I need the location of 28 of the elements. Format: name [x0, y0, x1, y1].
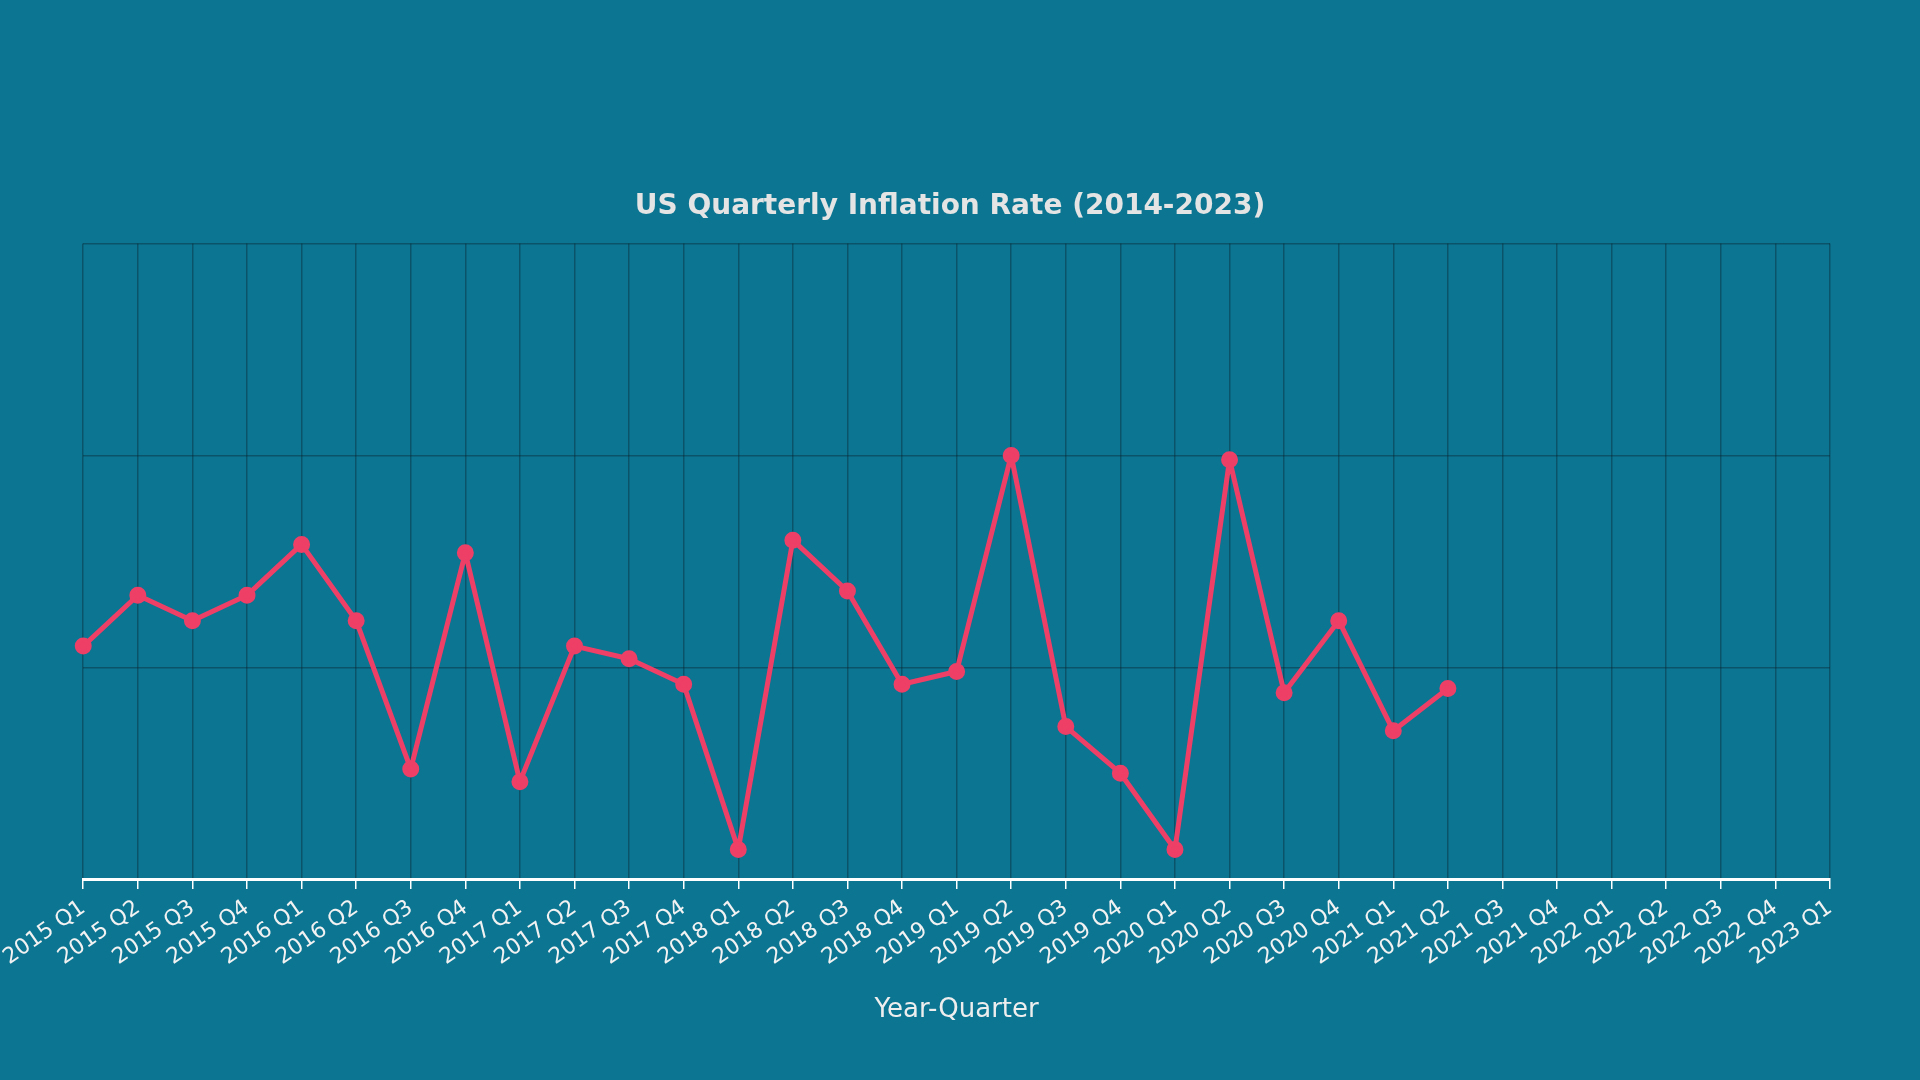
- point: [1057, 718, 1075, 736]
- point: [1439, 679, 1457, 697]
- point: [1330, 612, 1348, 630]
- point: [784, 531, 802, 549]
- point: [1221, 451, 1239, 469]
- point: [402, 760, 420, 778]
- point: [347, 612, 365, 630]
- point: [74, 637, 92, 655]
- point: [838, 582, 856, 600]
- point: [293, 535, 311, 553]
- point: [1111, 764, 1129, 782]
- point: [183, 612, 201, 630]
- point: [620, 650, 638, 668]
- point: [511, 773, 529, 791]
- point: [948, 663, 966, 680]
- point: [1275, 684, 1293, 702]
- point: [1166, 840, 1184, 858]
- point: [566, 637, 584, 655]
- chart-title: US Quarterly Inflation Rate (2014-2023): [634, 188, 1266, 222]
- point: [238, 586, 256, 604]
- point: [129, 586, 147, 604]
- point: [456, 544, 474, 562]
- point: [729, 840, 747, 858]
- point: [893, 675, 911, 693]
- x-axis-title: Year-Quarter: [873, 993, 1040, 1024]
- point: [1384, 722, 1402, 740]
- point: [675, 675, 693, 693]
- point: [1002, 446, 1020, 464]
